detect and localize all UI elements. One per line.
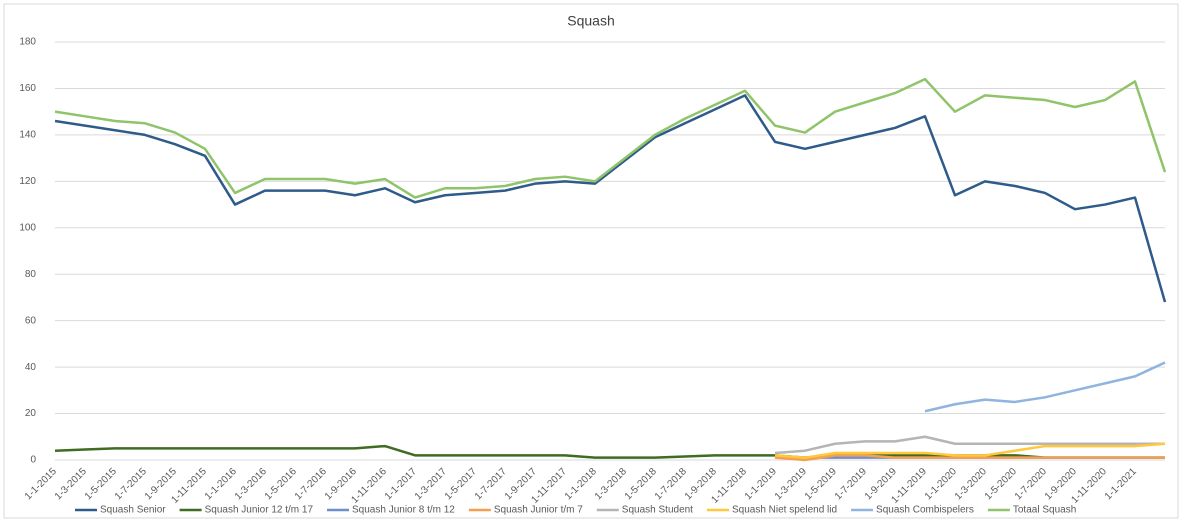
- series-line: [54, 77, 1167, 199]
- y-tick-label: 120: [19, 176, 36, 187]
- y-tick-label: 180: [19, 37, 36, 48]
- legend-label: Squash Niet spelend lid: [732, 505, 837, 516]
- legend-label: Squash Junior 8 t/m 12: [352, 505, 455, 516]
- series-line: [54, 94, 1167, 303]
- series-line: [924, 361, 1166, 413]
- legend-label: Totaal Squash: [1013, 505, 1076, 516]
- y-tick-label: 20: [25, 408, 37, 419]
- series-line: [774, 435, 1165, 455]
- legend-label: Squash Combispelers: [876, 505, 974, 516]
- legend-label: Squash Junior 12 t/m 17: [205, 505, 314, 516]
- legend-label: Squash Student: [622, 505, 693, 516]
- y-tick-label: 100: [19, 222, 36, 233]
- y-tick-label: 160: [19, 83, 36, 94]
- legend-label: Squash Junior t/m 7: [494, 505, 583, 516]
- x-tick-label: 1-1-2021: [1103, 466, 1139, 502]
- y-tick-label: 0: [30, 455, 36, 466]
- chart-border: [3, 3, 1179, 519]
- y-tick-label: 40: [25, 362, 37, 373]
- series-line: [774, 442, 1166, 459]
- y-tick-label: 140: [19, 130, 36, 141]
- legend-label: Squash Senior: [100, 505, 166, 516]
- series-line: [54, 444, 1165, 459]
- y-tick-label: 60: [25, 315, 37, 326]
- chart-title: Squash: [567, 13, 614, 29]
- y-tick-label: 80: [25, 269, 37, 280]
- series-line: [774, 454, 1165, 462]
